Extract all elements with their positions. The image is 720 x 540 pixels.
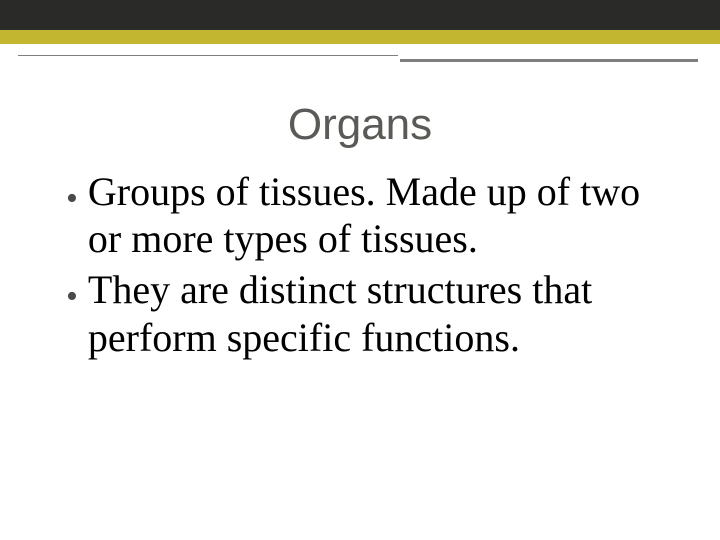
bullet-item: • They are distinct structures that perf… (66, 266, 680, 360)
accent-line-2 (400, 59, 698, 62)
bullet-dot-icon: • (66, 182, 78, 216)
bullet-text: They are distinct structures that perfor… (88, 266, 680, 360)
top-dark-bar (0, 0, 720, 30)
slide: Organs • Groups of tissues. Made up of t… (0, 0, 720, 540)
accent-line-1 (18, 55, 398, 56)
bullet-item: • Groups of tissues. Made up of two or m… (66, 168, 680, 262)
slide-title: Organs (0, 100, 720, 150)
top-olive-bar (0, 30, 720, 44)
bullet-text: Groups of tissues. Made up of two or mor… (88, 168, 680, 262)
content-area: • Groups of tissues. Made up of two or m… (66, 168, 680, 365)
bullet-dot-icon: • (66, 280, 78, 314)
